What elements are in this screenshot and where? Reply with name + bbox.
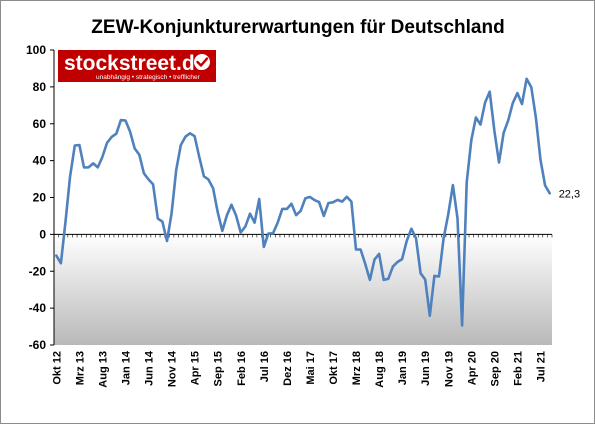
x-tick-label: Sep 15: [213, 351, 225, 386]
logo-text: stockstreet.de: [64, 52, 206, 75]
x-tick-label: Jan 14: [120, 350, 132, 385]
x-tick-label: Apr 15: [190, 351, 202, 385]
chart-title: ZEW-Konjunkturerwartungen für Deutschlan…: [91, 17, 504, 38]
x-tick-label: Jul 16: [259, 351, 271, 382]
x-tick-label: Feb 21: [512, 351, 524, 386]
x-tick-label: Mrz 13: [74, 351, 86, 385]
y-axis: 100 80 60 40 20 0 -20 -40 -60: [26, 43, 55, 352]
checkmark-icon: [194, 54, 210, 70]
x-tick-label: Apr 20: [466, 351, 478, 385]
y-tick-label: 100: [26, 43, 46, 57]
x-tick-label: Sep 20: [489, 351, 501, 386]
x-tick-label: Feb 16: [236, 351, 248, 386]
y-tick-label: 20: [33, 191, 47, 205]
negative-zone-shading: [54, 234, 552, 345]
x-tick-label: Nov 19: [443, 351, 455, 387]
x-tick-label: Aug 13: [97, 351, 109, 388]
x-tick-label: Jul 21: [535, 351, 547, 382]
stockstreet-logo: stockstreet.de unabhängig • strategisch …: [58, 50, 216, 82]
y-tick-label: 0: [39, 227, 46, 241]
x-tick-label: Okt 17: [328, 351, 340, 385]
x-tick-label: Jun 19: [420, 351, 432, 386]
y-tick-label: 60: [33, 117, 47, 131]
x-tick-label: Jun 14: [144, 350, 156, 386]
x-tick-label: Okt 12: [51, 351, 63, 385]
y-tick-label: 40: [33, 154, 47, 168]
x-tick-label: Dez 16: [282, 351, 294, 386]
x-tick-label: Nov 14: [167, 350, 179, 387]
x-tick-label: Aug 18: [374, 351, 386, 388]
end-value-label: 22,3: [559, 188, 580, 200]
logo-background: [58, 50, 216, 82]
x-tick-label: Jan 19: [397, 351, 409, 385]
y-tick-label: 80: [33, 80, 47, 94]
y-tick-label: -20: [29, 264, 47, 278]
y-tick-label: -40: [29, 301, 47, 315]
series-line-zew: [54, 77, 552, 327]
y-tick-label: -60: [29, 338, 47, 352]
x-axis: Okt 12 Mrz 13 Aug 13 Jan 14 Jun 14 Nov 14 Apr …: [51, 233, 553, 388]
x-tick-label: Mrz 18: [351, 351, 363, 385]
logo-tagline: unabhängig • strategisch • trefflicher: [96, 74, 201, 81]
x-tick-label: Mai 17: [305, 351, 317, 385]
